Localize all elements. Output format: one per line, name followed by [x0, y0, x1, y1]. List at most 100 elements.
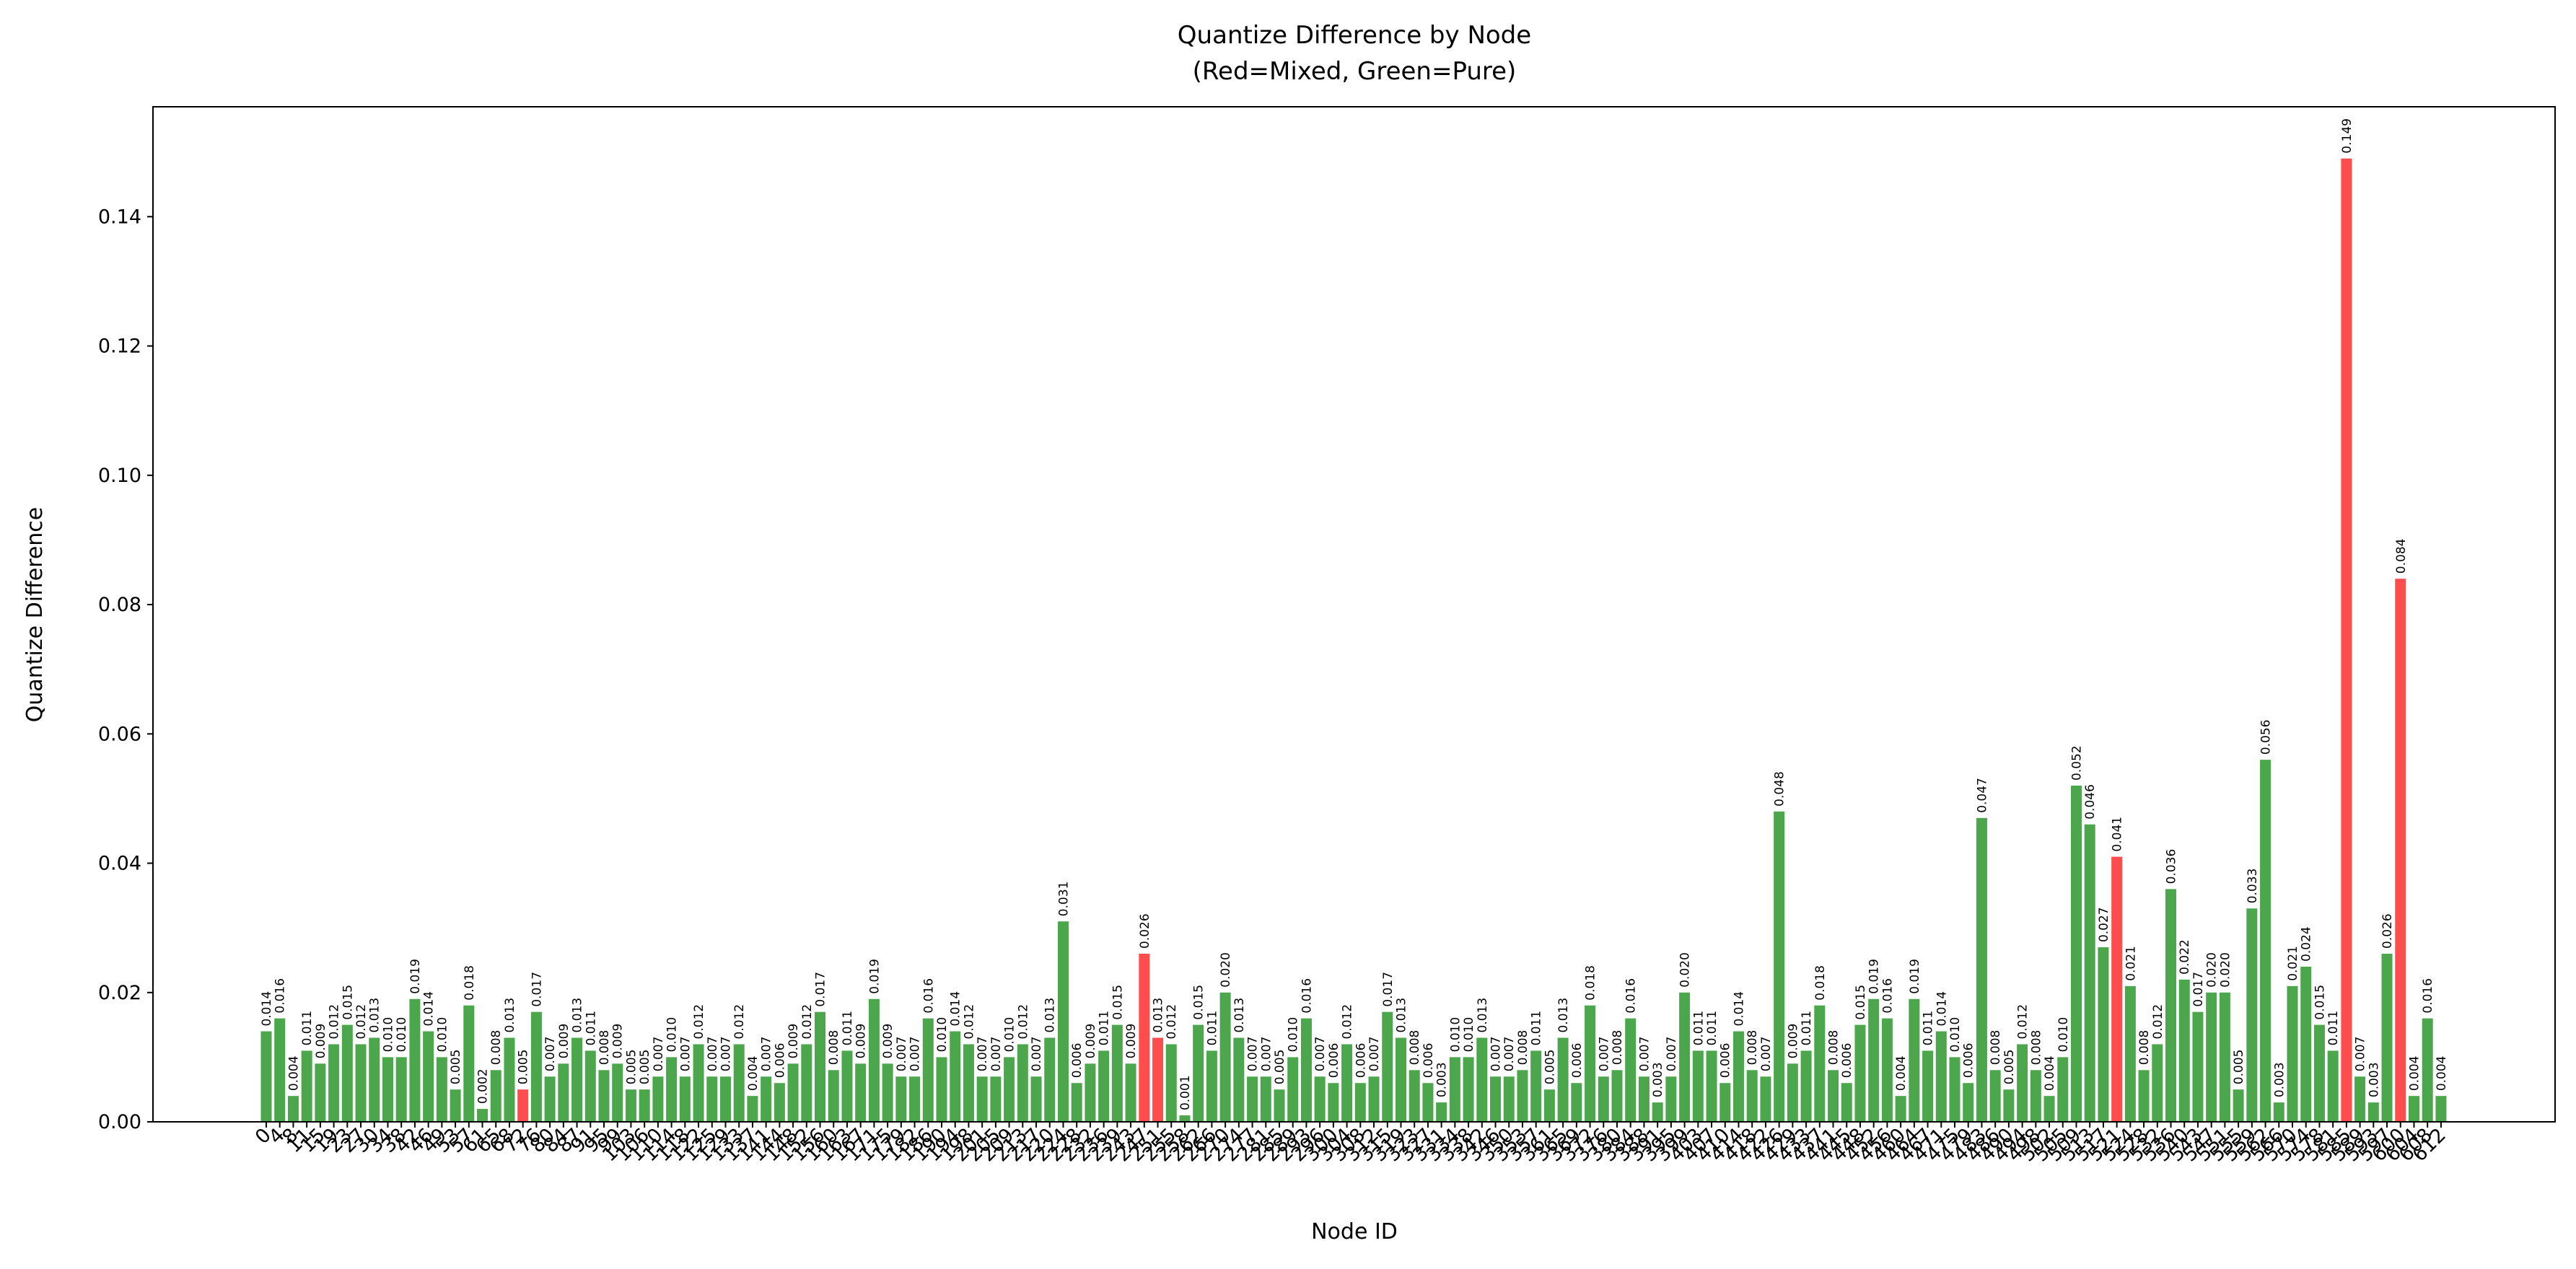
bar — [1557, 1037, 1569, 1122]
bar — [1274, 1089, 1285, 1122]
bar — [719, 1076, 731, 1122]
bar — [1206, 1050, 1217, 1122]
value-label: 0.007 — [1759, 1037, 1774, 1072]
value-label: 0.048 — [1773, 771, 1787, 807]
value-label: 0.004 — [2407, 1055, 2422, 1091]
value-label: 0.009 — [611, 1024, 626, 1059]
bar — [733, 1044, 745, 1122]
bar — [2138, 1070, 2150, 1122]
bar — [490, 1070, 501, 1122]
bar — [598, 1070, 610, 1122]
bar — [2152, 1044, 2163, 1122]
bar — [1152, 1037, 1164, 1122]
value-label: 0.012 — [800, 1004, 815, 1040]
bar — [504, 1037, 515, 1122]
bar — [2111, 856, 2123, 1122]
bar — [450, 1089, 461, 1122]
value-label: 0.011 — [1800, 1011, 1814, 1046]
bar — [1219, 992, 1231, 1122]
bar — [1517, 1070, 1528, 1122]
value-label: 0.017 — [814, 972, 828, 1007]
bar — [558, 1063, 569, 1122]
bar — [436, 1057, 447, 1122]
bar — [2219, 992, 2230, 1122]
bar — [355, 1044, 367, 1122]
bar — [1436, 1102, 1447, 1122]
bar — [2098, 947, 2109, 1122]
bar — [2003, 1089, 2015, 1122]
value-label: 0.022 — [2178, 939, 2192, 975]
bar — [1004, 1057, 1015, 1122]
bar — [517, 1089, 529, 1122]
value-label: 0.005 — [449, 1050, 463, 1085]
value-label: 0.013 — [571, 998, 585, 1033]
bar — [625, 1089, 636, 1122]
value-label: 0.009 — [1786, 1024, 1800, 1059]
bar — [2246, 908, 2258, 1122]
value-label: 0.008 — [489, 1030, 504, 1066]
value-label: 0.009 — [1124, 1024, 1139, 1059]
value-label: 0.020 — [1678, 952, 1693, 988]
bar — [787, 1063, 799, 1122]
value-label: 0.009 — [314, 1024, 328, 1059]
bar — [1598, 1076, 1609, 1122]
bar — [1585, 1005, 1596, 1122]
bar — [1800, 1050, 1812, 1122]
bar — [571, 1037, 583, 1122]
value-label: 0.016 — [273, 978, 288, 1014]
value-label: 0.011 — [1205, 1011, 1219, 1046]
value-label: 0.012 — [1341, 1004, 1355, 1040]
bar — [950, 1031, 961, 1122]
value-label: 0.010 — [1287, 1017, 1301, 1053]
value-label: 0.007 — [543, 1037, 558, 1072]
value-label: 0.003 — [2367, 1062, 2381, 1097]
value-label: 0.021 — [2286, 946, 2300, 981]
bar — [1719, 1083, 1731, 1122]
bar — [1287, 1057, 1299, 1122]
bar — [341, 1024, 353, 1122]
value-label: 0.006 — [1570, 1043, 1585, 1079]
value-label: 0.008 — [597, 1030, 612, 1066]
bar — [1652, 1102, 1663, 1122]
chart-subtitle: (Red=Mixed, Green=Pure) — [1193, 57, 1517, 86]
value-label: 0.149 — [2340, 118, 2354, 154]
bar — [1732, 1031, 1744, 1122]
value-label: 0.012 — [1165, 1004, 1179, 1040]
bar — [1476, 1037, 1488, 1122]
bar — [2057, 1057, 2069, 1122]
bar — [2408, 1096, 2419, 1122]
bar — [828, 1070, 839, 1122]
bar — [1638, 1076, 1650, 1122]
value-label: 0.018 — [463, 965, 477, 1001]
value-label: 0.008 — [2029, 1030, 2043, 1066]
bar — [1125, 1063, 1136, 1122]
bar — [477, 1109, 489, 1122]
value-label: 0.007 — [1313, 1037, 1328, 1072]
bar — [1814, 1005, 1826, 1122]
bar — [1746, 1070, 1758, 1122]
bar — [1611, 1070, 1623, 1122]
value-label: 0.005 — [517, 1050, 531, 1085]
y-tick-label: 0.04 — [98, 853, 141, 875]
value-label: 0.006 — [1719, 1043, 1733, 1079]
bar — [287, 1096, 299, 1122]
bar — [1679, 992, 1691, 1122]
bar — [1368, 1076, 1380, 1122]
bar — [1098, 1050, 1110, 1122]
value-label: 0.010 — [1003, 1017, 1017, 1053]
value-label: 0.013 — [1232, 998, 1247, 1033]
bar — [2260, 760, 2271, 1122]
bar — [2124, 985, 2136, 1122]
value-label: 0.019 — [408, 959, 423, 994]
value-label: 0.008 — [1827, 1030, 1841, 1066]
value-label: 0.031 — [1056, 882, 1071, 917]
value-label: 0.010 — [435, 1017, 450, 1053]
bar — [409, 998, 421, 1122]
y-tick-label: 0.12 — [98, 335, 141, 358]
bar — [963, 1044, 974, 1122]
bar — [841, 1050, 853, 1122]
y-axis-label: Quantize Difference — [22, 507, 48, 723]
value-label: 0.046 — [2083, 784, 2098, 820]
value-label: 0.006 — [773, 1043, 787, 1079]
bar — [2354, 1076, 2366, 1122]
